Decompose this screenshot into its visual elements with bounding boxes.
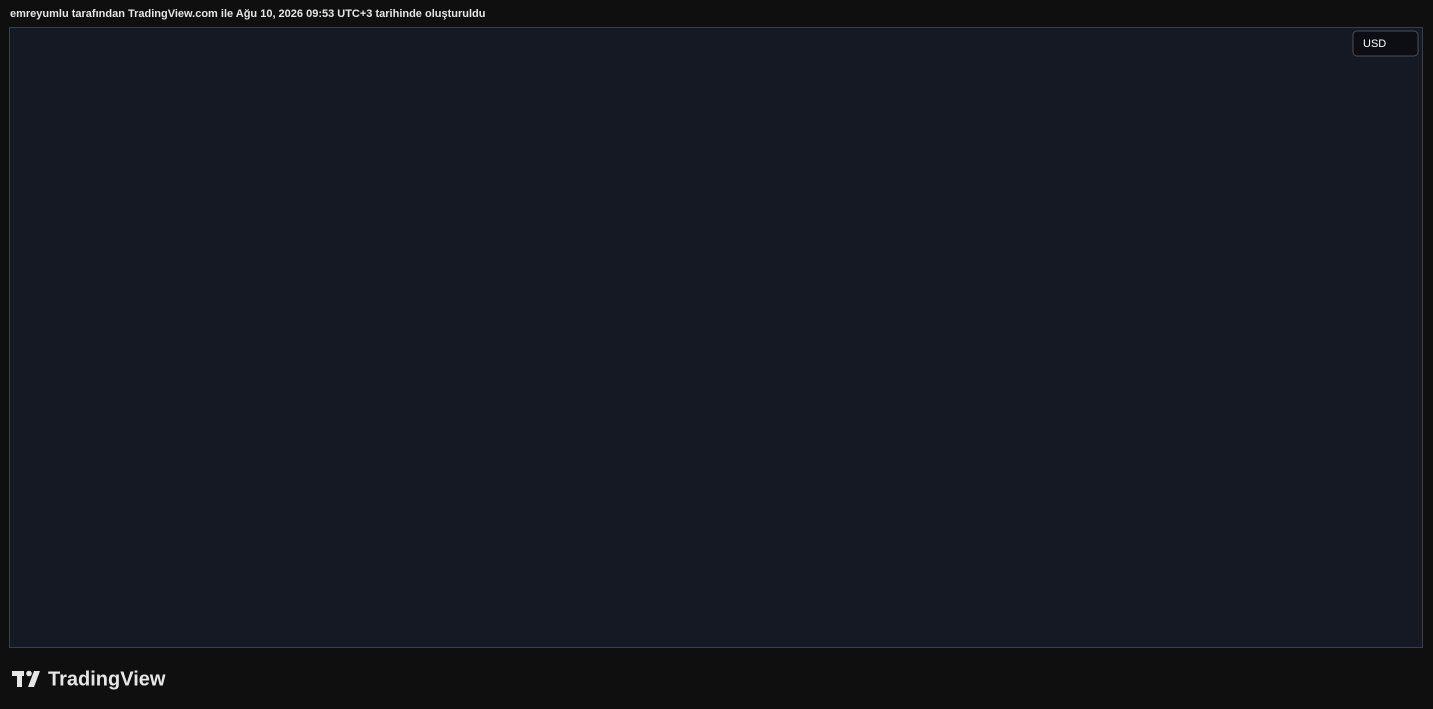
- chart-panel: [9, 27, 1423, 648]
- watermark: emreyumlu tarafından TradingView.com ile…: [10, 8, 485, 20]
- currency-label: USD: [1363, 38, 1386, 50]
- logo-icon: [12, 670, 40, 687]
- logo: TradingView: [48, 668, 166, 690]
- currency-button[interactable]: [1352, 30, 1419, 57]
